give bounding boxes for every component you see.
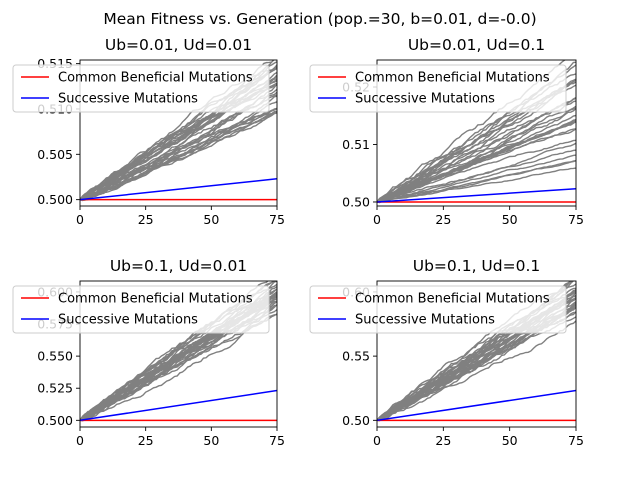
legend: Common Beneficial Mutations Successive Mu… [309, 285, 567, 334]
trajectory-line [80, 101, 277, 201]
trajectory-line [377, 320, 576, 422]
y-tick-label: 0.525 [37, 381, 73, 396]
x-tick-label: 25 [435, 212, 451, 227]
legend-label: Successive Mutations [355, 313, 495, 328]
legend-box [309, 285, 567, 334]
axes-frame [79, 59, 278, 207]
x-tick-label: 25 [138, 212, 154, 227]
y-tick-label: 0.50 [342, 194, 370, 209]
legend-label: Successive Mutations [355, 92, 495, 107]
axes-frame [376, 280, 577, 428]
y-tick-label: 0.550 [37, 349, 73, 364]
subplot-title: Ub=0.01, Ud=0.01 [105, 36, 252, 54]
successive-mutations-line [377, 188, 576, 203]
legend-label: Common Beneficial Mutations [355, 71, 550, 86]
axes-frame [376, 59, 577, 207]
legend-label: Common Beneficial Mutations [355, 292, 550, 307]
legend: Common Beneficial Mutations Successive Mu… [12, 64, 270, 113]
y-tick-label: 0.500 [37, 413, 73, 428]
trajectory-line [377, 154, 576, 203]
successive-mutations-line [377, 389, 576, 422]
y-tick-label: 0.50 [342, 413, 370, 428]
successive-mutations-line [80, 178, 277, 201]
trajectory-line [377, 167, 576, 203]
x-tick-label: 50 [203, 433, 219, 448]
trajectory-line [377, 97, 576, 204]
subplot-title: Ub=0.1, Ud=0.1 [413, 257, 541, 275]
y-tick-label: 0.51 [342, 137, 370, 152]
x-tick-label: 25 [138, 433, 154, 448]
trajectory-line [80, 111, 277, 201]
legend-label: Successive Mutations [58, 313, 198, 328]
subplot-grid: Ub=0.01, Ud=0.0102550750.5000.5050.5100.… [12, 36, 584, 448]
x-tick-label: 0 [373, 212, 381, 227]
x-tick-label: 50 [203, 212, 219, 227]
trajectory-line [80, 107, 277, 201]
legend-label: Successive Mutations [58, 92, 198, 107]
legend-box [12, 64, 270, 113]
x-tick-label: 75 [568, 212, 584, 227]
successive-mutations-line [80, 389, 277, 422]
legend-label: Common Beneficial Mutations [58, 71, 253, 86]
legend: Common Beneficial Mutations Successive Mu… [12, 285, 270, 334]
trajectory-line [377, 120, 576, 203]
subplot-2: Ub=0.01, Ud=0.102550750.500.510.52Common… [309, 36, 584, 227]
x-tick-label: 0 [373, 433, 381, 448]
x-tick-label: 75 [269, 212, 285, 227]
subplot-1: Ub=0.01, Ud=0.0102550750.5000.5050.5100.… [12, 36, 285, 227]
axes-frame [79, 280, 278, 428]
x-tick-label: 0 [76, 212, 84, 227]
legend-box [12, 285, 270, 334]
x-tick-label: 75 [269, 433, 285, 448]
legend-label: Common Beneficial Mutations [58, 292, 253, 307]
x-tick-label: 0 [76, 433, 84, 448]
x-tick-label: 25 [435, 433, 451, 448]
subplot-title: Ub=0.1, Ud=0.01 [110, 257, 247, 275]
subplot-title: Ub=0.01, Ud=0.1 [408, 36, 545, 54]
legend: Common Beneficial Mutations Successive Mu… [309, 64, 567, 113]
legend-box [309, 64, 567, 113]
subplot-4: Ub=0.1, Ud=0.102550750.500.550.60Common … [309, 257, 584, 448]
y-tick-label: 0.55 [342, 349, 370, 364]
figure-title: Mean Fitness vs. Generation (pop.=30, b=… [103, 10, 536, 28]
subplot-3: Ub=0.1, Ud=0.0102550750.5000.5250.5500.5… [12, 257, 285, 448]
y-tick-label: 0.500 [37, 192, 73, 207]
y-tick-label: 0.505 [37, 147, 73, 162]
x-tick-label: 50 [502, 433, 518, 448]
trajectory-line [377, 105, 576, 204]
x-tick-label: 75 [568, 433, 584, 448]
x-tick-label: 50 [502, 212, 518, 227]
